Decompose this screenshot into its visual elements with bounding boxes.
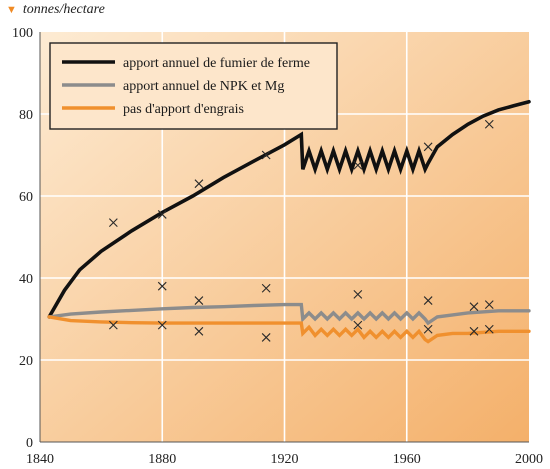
data-point-series-3 — [194, 326, 204, 336]
y-tick-label: 80 — [19, 108, 33, 123]
data-point-series-2 — [157, 281, 167, 291]
y-axis-unit: ▼ tonnes/hectare — [6, 2, 105, 18]
data-point-series-3 — [157, 320, 167, 330]
data-point-series-2 — [423, 296, 433, 305]
y-tick-label: 60 — [19, 190, 33, 205]
legend-label-2: apport annuel de NPK et Mg — [123, 79, 284, 94]
x-tick-label: 1960 — [393, 452, 421, 467]
data-point-series-2 — [484, 300, 494, 310]
x-tick-label: 1840 — [26, 452, 54, 467]
data-point-series-1 — [157, 210, 167, 219]
data-point-series-1 — [353, 160, 363, 170]
triangle-marker-icon: ▼ — [6, 4, 17, 16]
series-line-2 — [47, 302, 531, 326]
data-point-series-1 — [108, 218, 118, 228]
legend-label-3: pas d'apport d'engrais — [123, 102, 244, 117]
y-axis-label: tonnes/hectare — [22, 2, 105, 17]
data-point-series-3 — [423, 324, 433, 334]
y-tick-label: 100 — [12, 26, 33, 41]
data-point-series-2 — [108, 320, 118, 330]
data-point-series-1 — [423, 142, 433, 152]
data-point-series-3 — [353, 320, 363, 330]
y-tick-label: 0 — [26, 436, 33, 451]
x-tick-label: 2000 — [515, 452, 543, 467]
data-point-series-3 — [484, 324, 494, 334]
legend-label-1: apport annuel de fumier de ferme — [123, 56, 310, 71]
data-point-series-1 — [484, 119, 494, 129]
data-point-series-1 — [194, 179, 204, 189]
x-tick-label: 1880 — [148, 452, 176, 467]
data-point-series-2 — [469, 302, 479, 312]
y-tick-label: 40 — [19, 272, 33, 287]
series-line-3 — [47, 315, 531, 344]
series-line-1 — [47, 99, 531, 319]
data-point-series-1 — [261, 150, 271, 160]
data-point-series-3 — [469, 326, 479, 336]
data-point-series-3 — [261, 333, 271, 342]
y-tick-label: 20 — [19, 354, 33, 369]
data-point-series-2 — [353, 290, 363, 299]
data-point-series-2 — [194, 296, 204, 305]
data-point-series-2 — [261, 283, 271, 293]
x-tick-label: 1920 — [271, 452, 299, 467]
